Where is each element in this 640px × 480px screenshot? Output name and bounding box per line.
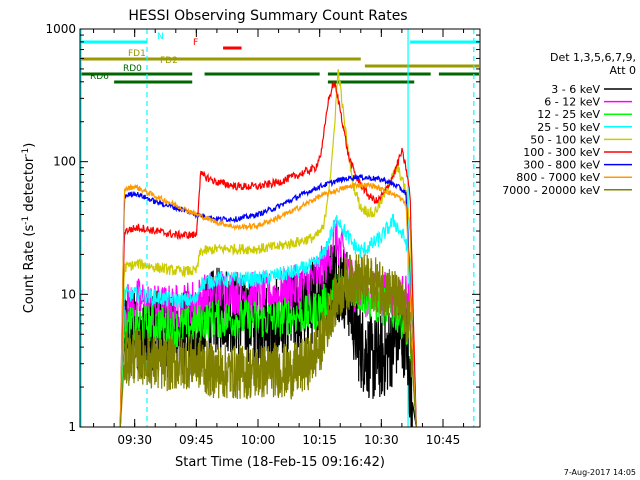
y-tick-label: 1 <box>68 420 76 434</box>
flag-label-n: N <box>157 32 164 42</box>
flag-bars: N F FD1 FD2 RD0 RD6 <box>81 32 479 84</box>
x-tick-label: 10:15 <box>302 433 337 447</box>
x-tick-label: 09:30 <box>117 433 152 447</box>
chart-title: HESSI Observing Summary Count Rates <box>128 8 407 24</box>
flag-label-fd1: FD1 <box>128 49 146 59</box>
series-line-7000-20000-kev <box>119 254 417 428</box>
series-lines <box>119 69 417 428</box>
flag-label-rd6: RD6 <box>90 72 109 82</box>
legend-entry-7000-20000-kev: 7000 - 20000 keV <box>502 184 600 197</box>
x-tick-label: 09:45 <box>179 433 214 447</box>
x-tick-label: 10:30 <box>364 433 399 447</box>
flag-label-f: F <box>193 38 198 48</box>
legend-entry-12-25-kev: 12 - 25 keV <box>537 108 600 121</box>
plot-area-frame <box>79 28 481 428</box>
legend-header-line2: Att 0 <box>610 64 636 77</box>
x-tick-label: 10:00 <box>241 433 276 447</box>
y-axis-label-exp2: -1 <box>21 148 31 157</box>
legend-entry-800-7000-kev: 800 - 7000 keV <box>516 171 600 184</box>
y-tick-label: 100 <box>53 155 76 169</box>
legend-entry-300-800-kev: 300 - 800 keV <box>523 159 600 172</box>
legend-entry-6-12-kev: 6 - 12 keV <box>544 96 600 109</box>
x-axis-label: Start Time (18-Feb-15 09:16:42) <box>175 455 385 470</box>
y-tick-label: 1000 <box>45 22 76 36</box>
y-axis-label-mid: detector <box>22 156 37 216</box>
axes: 1 10 100 1000 09:30 09:45 10:00 10:15 10:30 10:45 <box>45 22 480 447</box>
footer-date: 7-Aug-2017 14:05 <box>564 468 636 477</box>
legend-entry-25-50-kev: 25 - 50 keV <box>537 121 600 134</box>
series-line-25-50-kev <box>119 213 417 428</box>
legend-entry-50-100-kev: 50 - 100 keV <box>530 133 600 146</box>
flag-label-rd0: RD0 <box>123 64 142 74</box>
y-axis-label-exp: -1 <box>21 216 31 225</box>
y-axis-label-part: Count Rate (s <box>22 225 37 314</box>
legend-header-line1: Det 1,3,5,6,7,9, <box>550 51 636 64</box>
series-line-100-300-kev <box>119 80 417 428</box>
series-line-800-7000-kev <box>119 181 417 428</box>
y-axis-label: Count Rate (s-1 detector-1) <box>21 143 37 314</box>
y-axis-label-end: ) <box>22 143 37 148</box>
legend-entry-100-300-kev: 100 - 300 keV <box>523 146 600 159</box>
x-tick-label: 10:45 <box>426 433 461 447</box>
legend-entry-3-6-kev: 3 - 6 keV <box>551 83 600 96</box>
series-line-50-100-kev <box>119 69 417 428</box>
y-tick-label: 10 <box>61 287 76 301</box>
flag-label-fd2: FD2 <box>160 56 178 66</box>
